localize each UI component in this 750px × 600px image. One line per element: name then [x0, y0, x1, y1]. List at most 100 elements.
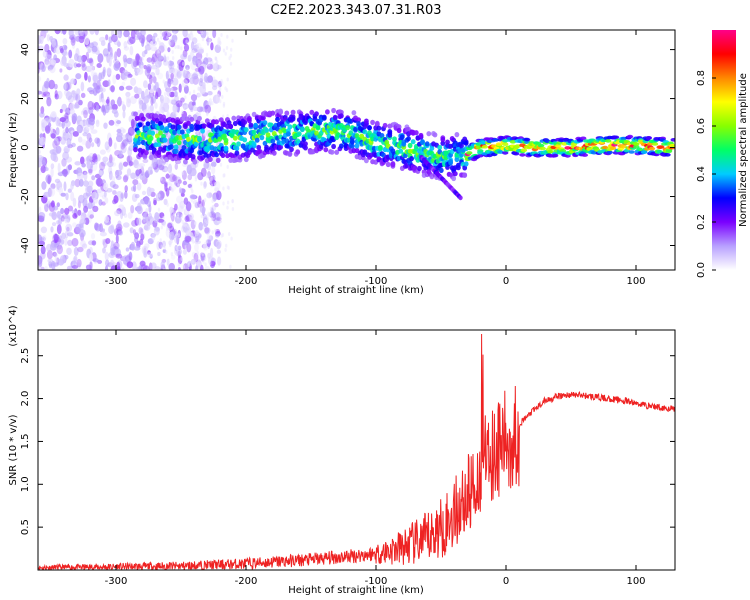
- spectrogram-cell: [91, 175, 96, 181]
- spectrogram-cell: [132, 60, 138, 68]
- spectrogram-cell: [65, 91, 73, 101]
- spectrogram-cell: [203, 181, 207, 188]
- spectrogram-cell: [174, 75, 178, 80]
- spectrogram-cell: [362, 149, 368, 155]
- spectrogram-cell: [221, 94, 224, 99]
- spectrogram-cell: [183, 105, 186, 109]
- spectrogram-cell: [38, 259, 43, 268]
- spectrogram-cell: [55, 127, 60, 136]
- spectrogram-cell: [38, 154, 43, 163]
- spectrogram-cell: [92, 87, 98, 96]
- spectrogram-cell: [612, 135, 620, 140]
- spectrogram-cell: [208, 98, 213, 106]
- spectrogram-cell: [170, 124, 176, 130]
- spectrogram-cell: [51, 266, 56, 270]
- spectrogram-cell: [228, 123, 234, 129]
- spectrogram-cell: [163, 181, 168, 188]
- spectrogram-cell: [86, 58, 93, 64]
- spectrogram-cell: [172, 110, 175, 115]
- spectrogram-cell: [126, 155, 133, 163]
- spectrogram-cell: [49, 36, 54, 41]
- spectrogram-cell: [194, 201, 200, 209]
- spectrogram-cell: [171, 50, 174, 54]
- spectrogram-cell: [192, 89, 196, 94]
- spectrogram-cell: [200, 264, 204, 270]
- spectrogram-cell: [139, 56, 144, 62]
- spectrogram-cell: [111, 34, 118, 43]
- spectrogram-cell: [125, 93, 130, 103]
- spectrogram-cell: [143, 195, 149, 205]
- spectrogram-cell: [173, 144, 179, 150]
- spectrogram-cell: [456, 165, 461, 171]
- spectrogram-cell: [89, 214, 94, 219]
- spectrogram-cell: [119, 85, 125, 91]
- colorbar-tick-label: 0.2: [696, 214, 707, 230]
- spectrogram-cell: [502, 142, 509, 146]
- spectrogram-cell: [214, 62, 218, 70]
- spectrogram-cell: [59, 68, 63, 73]
- spectrogram-cell: [170, 99, 177, 105]
- spectrogram-cell: [62, 44, 68, 50]
- spectrogram-cell: [150, 162, 156, 169]
- spectrogram-cell: [182, 180, 188, 186]
- spectrogram-cell: [87, 100, 94, 110]
- spectrogram-cell: [309, 109, 315, 115]
- x-tick-label: 100: [626, 276, 645, 287]
- spectrogram-cell: [331, 143, 336, 150]
- spectrogram-cell: [440, 140, 446, 146]
- spectrogram-cell: [177, 267, 181, 270]
- spectrogram-cell: [278, 144, 283, 150]
- spectrogram-cell: [56, 224, 62, 235]
- spectrogram-cell: [138, 264, 142, 270]
- spectrogram-cell: [155, 91, 159, 100]
- spectrogram-cell: [71, 265, 78, 269]
- spectrogram-cell: [284, 110, 290, 116]
- spectrogram-cell: [181, 145, 187, 151]
- spectrogram-cell: [175, 112, 178, 117]
- spectrogram-cell: [140, 30, 146, 37]
- spectrogram-cell: [52, 251, 57, 257]
- spectrogram-cell: [186, 136, 191, 142]
- spectrogram-cell: [182, 49, 188, 58]
- spectrogram-cell: [664, 153, 671, 157]
- spectrogram-cell: [90, 129, 98, 135]
- y-tick-label: 20: [20, 92, 31, 105]
- spectrogram-cell: [187, 174, 192, 181]
- spectrogram-cell: [163, 220, 166, 225]
- spectrogram-cell: [139, 173, 146, 181]
- spectrogram-cell: [180, 214, 183, 219]
- spectrogram-cell: [193, 57, 199, 65]
- spectrogram-cell: [140, 165, 145, 176]
- spectrogram-cell: [198, 195, 202, 205]
- spectrogram-cell: [82, 132, 88, 137]
- spectrogram-cell: [52, 140, 58, 149]
- spectrogram-cell: [153, 85, 157, 91]
- spectrogram-cell: [214, 182, 217, 187]
- spectrogram-cell: [197, 200, 203, 208]
- spectrogram-cell: [182, 264, 185, 269]
- spectrogram-cell: [211, 166, 216, 175]
- spectrogram-cell: [192, 239, 195, 244]
- spectrogram-cell: [115, 169, 123, 176]
- colorbar-tick-label: 0.6: [696, 118, 707, 134]
- spectrogram-cell: [196, 43, 199, 48]
- spectrogram-cell: [140, 65, 144, 70]
- spectrogram-cell: [413, 130, 419, 136]
- spectrogram-cell: [84, 71, 88, 81]
- spectrogram-cell: [633, 142, 640, 146]
- spectrogram-cell: [153, 197, 157, 204]
- spectrogram-cell: [196, 130, 200, 135]
- spectrogram-cell: [72, 213, 78, 219]
- spectrogram-cell: [105, 259, 110, 267]
- spectrogram-cell: [160, 35, 163, 40]
- spectrogram-cell: [67, 205, 74, 212]
- spectrogram-cell: [116, 132, 123, 138]
- spectrogram-cell: [73, 62, 78, 69]
- spectrogram-cell: [188, 91, 192, 96]
- spectrogram-cell: [175, 100, 183, 108]
- spectrogram-cell: [136, 217, 142, 226]
- y-tick-label: 2.5: [20, 348, 31, 364]
- spectrogram-cell: [210, 217, 214, 221]
- spectrogram-cell: [202, 106, 206, 113]
- spectrogram-cell: [401, 141, 407, 147]
